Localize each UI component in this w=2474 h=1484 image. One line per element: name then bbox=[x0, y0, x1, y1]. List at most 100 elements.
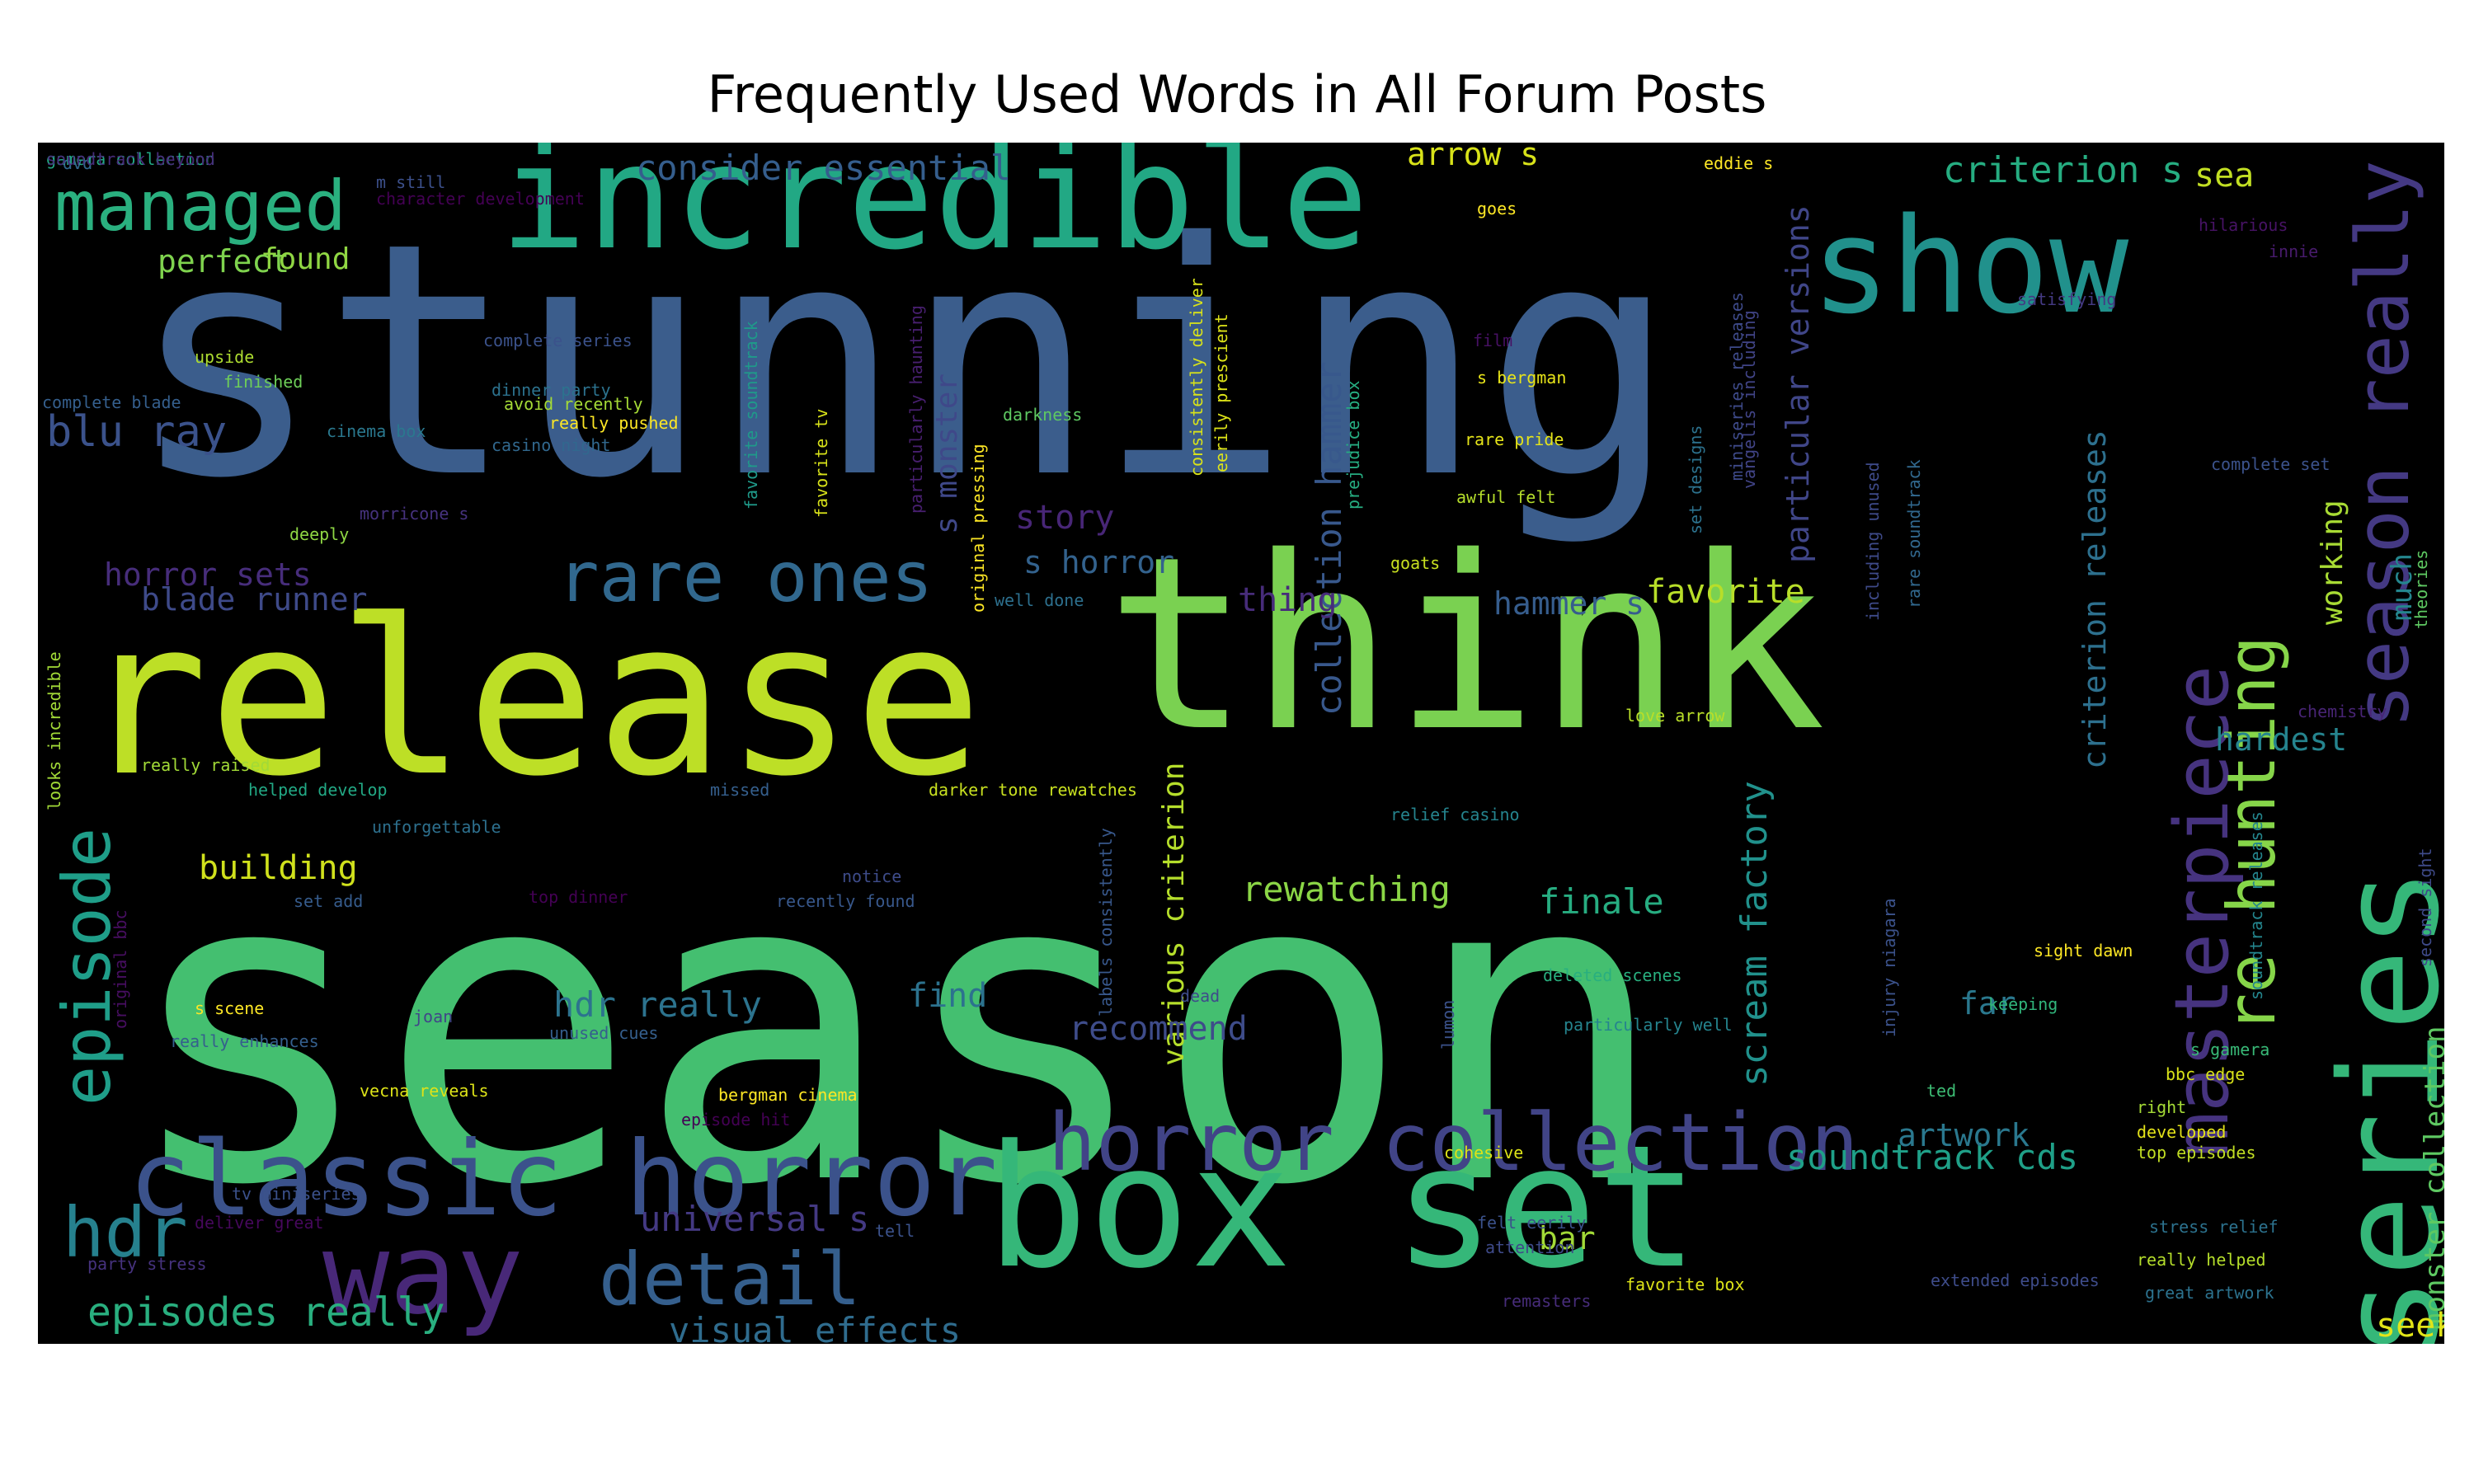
word-season-really: season really bbox=[2340, 160, 2425, 728]
word-cinema-box: cinema box bbox=[327, 421, 426, 441]
word-incredible: incredible bbox=[500, 143, 1369, 282]
word-cloud: season stunning think release box set incredi… bbox=[38, 143, 2444, 1344]
word-looks-incredible: looks incredible bbox=[45, 651, 64, 810]
word-horror-sets: horror sets bbox=[104, 556, 312, 593]
word-bbc-edge: bbc edge bbox=[2166, 1064, 2246, 1084]
word-complete-blade: complete blade bbox=[42, 392, 181, 412]
word-soundtrack-releases: soundtrack releases bbox=[2246, 811, 2266, 1000]
word-criterion-releases: criterion releases bbox=[2077, 430, 2113, 769]
word-film: film bbox=[1473, 331, 1513, 350]
word-bar: bar bbox=[1539, 1220, 1596, 1256]
word-injury-niagara: injury niagara bbox=[1879, 898, 1899, 1037]
word-building: building bbox=[199, 849, 358, 887]
word-set-add: set add bbox=[294, 891, 364, 911]
word-hammer-s: hammer s bbox=[1493, 585, 1645, 622]
word-box-set: box set bbox=[986, 1110, 1699, 1306]
word-unforgettable: unforgettable bbox=[372, 817, 501, 837]
word-particular-versions: particular versions bbox=[1780, 204, 1816, 563]
word-horror-collection: horror collection bbox=[1048, 1097, 1859, 1189]
word-episode-hit: episode hit bbox=[681, 1110, 791, 1129]
word-ted: ted bbox=[1926, 1081, 1957, 1101]
word-party-stress: party stress bbox=[87, 1254, 207, 1274]
word-sight-dawn: sight dawn bbox=[2034, 941, 2133, 960]
word-bergman-cinema: bergman cinema bbox=[718, 1085, 858, 1105]
word-m-still: m still bbox=[376, 172, 446, 192]
word-including-unused: including unused bbox=[1863, 462, 1883, 621]
word-relief-casino: relief casino bbox=[1390, 805, 1520, 824]
word-deleted-scenes: deleted scenes bbox=[1543, 965, 1682, 985]
word-innie: innie bbox=[2269, 242, 2319, 261]
word-deliver-great: deliver great bbox=[195, 1213, 324, 1233]
word-universal-s: universal s bbox=[640, 1199, 870, 1239]
word-cohesive: cohesive bbox=[1444, 1143, 1524, 1162]
word-attention: attention bbox=[1485, 1237, 1575, 1257]
word-eddie-s: eddie s bbox=[1704, 153, 1774, 173]
word-episodes-really: episodes really bbox=[87, 1289, 445, 1336]
word-vangelis-including: vangelis including bbox=[1739, 310, 1759, 489]
word-prejudice-box: prejudice box bbox=[1343, 380, 1363, 510]
word-dead: dead bbox=[1180, 986, 1221, 1006]
word-favorite-soundtrack: favorite soundtrack bbox=[741, 321, 761, 510]
word-recommend: recommend bbox=[1069, 1010, 1248, 1048]
word-way: way bbox=[322, 1209, 524, 1339]
word-felt-eerily: felt eerily bbox=[1477, 1213, 1587, 1233]
word-morricone-s: morricone s bbox=[360, 504, 469, 524]
word-finished: finished bbox=[223, 372, 303, 392]
word-tell: tell bbox=[875, 1221, 915, 1241]
word-consistently-deliver: consistently deliver bbox=[1187, 278, 1206, 477]
word-consider-essential: consider essential bbox=[636, 148, 1012, 188]
word-s-gamera: s gamera bbox=[2190, 1040, 2270, 1059]
word-think: think bbox=[1106, 506, 1826, 784]
word-right: right bbox=[2137, 1097, 2187, 1117]
word-darkness: darkness bbox=[1003, 405, 1083, 425]
word-scream-factory: scream factory bbox=[1733, 781, 1776, 1087]
word-favorite: favorite bbox=[1646, 573, 1805, 611]
word-particularly-haunting: particularly haunting bbox=[906, 305, 926, 514]
word-s-scene: s scene bbox=[195, 998, 265, 1018]
word-criterion-s: criterion s bbox=[1943, 149, 2184, 191]
word-rare-pride: rare pride bbox=[1465, 430, 1564, 449]
word-rare-soundtrack: rare soundtrack bbox=[1904, 459, 1924, 608]
word-original-bbc: original bbc bbox=[111, 909, 130, 1030]
word-managed: managed bbox=[54, 166, 347, 247]
word-deeply: deeply bbox=[289, 524, 350, 544]
word-stunning: stunning bbox=[129, 174, 1678, 548]
word-favorite-box: favorite box bbox=[1625, 1275, 1745, 1294]
word-rewatching: rewatching bbox=[1242, 869, 1451, 909]
word-unused-cues: unused cues bbox=[549, 1023, 659, 1043]
word-hdr: hdr bbox=[63, 1192, 188, 1273]
word-dinner-party: dinner party bbox=[492, 380, 611, 400]
word-monster-collection: monster collection bbox=[2419, 1026, 2444, 1330]
word-love-arrow: love arrow bbox=[1625, 706, 1725, 726]
word-working: working bbox=[2316, 500, 2349, 625]
word-developed: developed bbox=[2137, 1122, 2227, 1142]
word-complete-set: complete set bbox=[2211, 454, 2331, 474]
word-goats: goats bbox=[1390, 553, 1441, 573]
word-stress-relief: stress relief bbox=[2149, 1217, 2279, 1237]
word-sea: sea bbox=[2194, 157, 2255, 195]
word-favorite-tv: favorite tv bbox=[811, 408, 831, 518]
word-well-done: well done bbox=[995, 590, 1084, 610]
word-eerily-prescient: eerily prescient bbox=[1211, 313, 1231, 472]
word-find: find bbox=[908, 977, 988, 1015]
word-hilarious: hilarious bbox=[2199, 215, 2288, 235]
word-helped-develop: helped develop bbox=[248, 780, 388, 800]
word-avoid-recently: avoid recently bbox=[504, 394, 643, 414]
word-far: far bbox=[1959, 985, 2016, 1021]
word-soundtrack-cds: soundtrack cds bbox=[1786, 1137, 2079, 1177]
word-great-artwork: great artwork bbox=[2145, 1283, 2274, 1303]
word-s-horror: s horror bbox=[1023, 544, 1175, 580]
word-missed: missed bbox=[710, 780, 770, 800]
word-dvd: dvd bbox=[63, 153, 93, 173]
word-satisfying: satisfying bbox=[2017, 289, 2117, 309]
word-recently-found: recently found bbox=[776, 891, 915, 911]
word-awful-felt: awful felt bbox=[1456, 487, 1556, 507]
word-story: story bbox=[1015, 499, 1115, 537]
word-artwork: artwork bbox=[1898, 1117, 2030, 1153]
word-blu-ray: blu ray bbox=[46, 407, 228, 457]
word-notice: notice bbox=[842, 866, 902, 886]
word-particularly-well: particularly well bbox=[1564, 1015, 1733, 1035]
word-really-pushed: really pushed bbox=[549, 413, 679, 433]
word-really-helped: really helped bbox=[2137, 1250, 2266, 1270]
word-chemistry: chemistry bbox=[2298, 702, 2387, 721]
